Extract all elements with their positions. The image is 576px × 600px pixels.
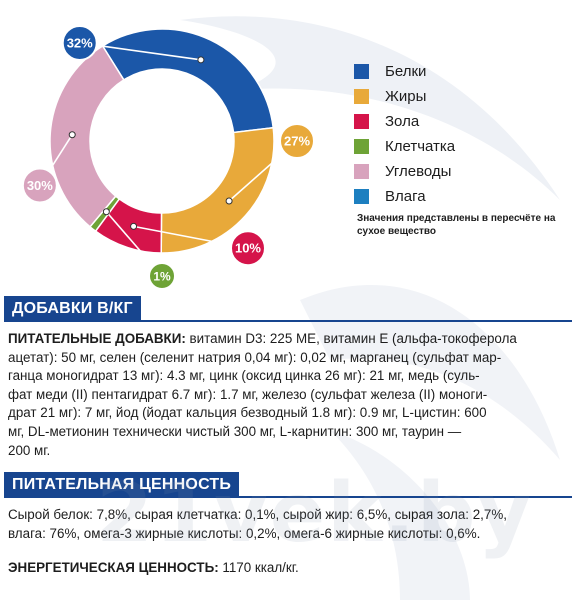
additives-line: драт 21 мг): 7 мг, йод (йодат кальция бе…	[8, 405, 487, 421]
donut-slice-4	[49, 44, 125, 228]
callout-line	[79, 42, 201, 61]
callout-bubble	[229, 230, 266, 267]
callout-bubble	[279, 123, 315, 159]
legend-swatch	[354, 189, 369, 204]
section-rule	[4, 320, 572, 322]
additives-line: ганца моногидрат 13 мг): 4.3 мг, цинк (о…	[8, 368, 480, 384]
legend-swatch	[354, 64, 369, 79]
legend-item-moisture: Влага	[354, 184, 455, 209]
nutrition-text: Сырой белок: 7,8%, сырая клетчатка: 0,1%…	[8, 506, 568, 543]
data-label: 10%	[235, 241, 261, 256]
data-label: 30%	[27, 178, 53, 193]
additives-line: фат меди (II) пентагидрат 6.7 мг): 1.7 м…	[8, 386, 488, 402]
chart-note: Значения представлены в пересчёте на сух…	[357, 213, 556, 237]
legend-swatch	[354, 89, 369, 104]
nutrition-line: влага: 76%, омега-3 жирные кислоты: 0,2%…	[8, 525, 481, 541]
chart-legend: Белки Жиры Зола Клетчатка Углеводы Влага	[354, 59, 455, 209]
legend-label: Углеводы	[385, 163, 452, 180]
additives-text: ПИТАТЕЛЬНЫЕ ДОБАВКИ: витамин D3: 225 МЕ,…	[8, 330, 568, 460]
energy-label: ЭНЕРГЕТИЧЕСКАЯ ЦЕННОСТЬ:	[8, 560, 219, 575]
legend-label: Белки	[385, 63, 427, 80]
callout-dot	[102, 208, 110, 216]
legend-item-fat: Жиры	[354, 84, 455, 109]
legend-label: Клетчатка	[385, 138, 456, 155]
nutrition-heading: ПИТАТЕЛЬНАЯ ЦЕННОСТЬ	[4, 472, 240, 498]
energy-text: ЭНЕРГЕТИЧЕСКАЯ ЦЕННОСТЬ: 1170 ккал/кг.	[8, 559, 568, 578]
legend-swatch	[354, 114, 369, 129]
legend-label: Жиры	[385, 88, 427, 105]
callout-dot	[130, 222, 138, 230]
legend-item-carbs: Углеводы	[354, 159, 455, 184]
donut-chart: 32% 27% 10% 1% 30%	[21, 24, 315, 290]
additives-line: ацетат): 50 мг, селен (селенит натрия 0,…	[8, 349, 502, 365]
nutrition-line: Сырой белок: 7,8%, сырая клетчатка: 0,1%…	[8, 507, 507, 522]
callout-bubble	[148, 262, 176, 290]
additives-heading: ДОБАВКИ В/КГ	[4, 296, 141, 322]
legend-item-fiber: Клетчатка	[354, 134, 455, 159]
callout-dot	[225, 197, 233, 205]
legend-item-ash: Зола	[354, 109, 455, 134]
callout-line	[133, 225, 249, 250]
data-label: 27%	[284, 134, 310, 149]
callout-line	[105, 211, 163, 277]
data-label: 32%	[67, 35, 93, 50]
legend-label: Влага	[385, 188, 426, 205]
legend-swatch	[354, 164, 369, 179]
section-rule	[4, 496, 572, 498]
callout-bubble	[61, 24, 98, 61]
callout-dot	[68, 131, 76, 139]
additives-line: ПИТАТЕЛЬНЫЕ ДОБАВКИ: витамин D3: 225 МЕ,…	[8, 331, 517, 346]
legend-label: Зола	[385, 113, 420, 130]
legend-swatch	[354, 139, 369, 154]
legend-item-protein: Белки	[354, 59, 455, 84]
callout-dot	[197, 56, 205, 64]
energy-value: 1170 ккал/кг.	[218, 560, 299, 575]
additives-line: 200 мг.	[8, 442, 51, 458]
additives-line: мг, DL-метионин технически чистый 300 мг…	[8, 423, 462, 439]
additives-lead: ПИТАТЕЛЬНЫЕ ДОБАВКИ:	[8, 331, 186, 346]
data-label: 1%	[153, 270, 171, 284]
donut-slice-0	[101, 28, 275, 134]
callout-bubble	[21, 167, 58, 204]
